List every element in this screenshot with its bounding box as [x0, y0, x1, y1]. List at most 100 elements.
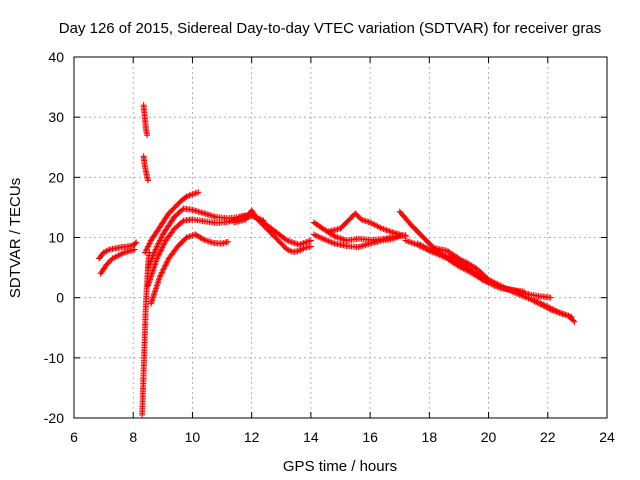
series-spike-mid — [140, 153, 152, 184]
data-point — [186, 233, 193, 240]
series-late-flat — [432, 245, 554, 301]
data-point — [204, 237, 211, 244]
data-point — [334, 234, 341, 241]
x-tick-label: 16 — [362, 429, 378, 445]
data-point — [330, 239, 337, 246]
data-point — [285, 238, 292, 245]
data-point — [158, 270, 165, 277]
data-point — [208, 239, 215, 246]
data-point — [310, 231, 317, 238]
data-point — [187, 191, 194, 198]
data-point — [362, 217, 369, 224]
chart-title: Day 126 of 2015, Sidereal Day-to-day VTE… — [59, 20, 601, 37]
data-point — [195, 189, 202, 196]
data-point — [154, 254, 161, 261]
data-point — [288, 239, 295, 246]
series-arc-upper — [142, 189, 202, 256]
data-point — [315, 233, 322, 240]
x-tick-label: 20 — [481, 429, 497, 445]
series-tail — [529, 297, 578, 325]
x-tick-label: 8 — [129, 429, 137, 445]
data-point — [300, 240, 307, 247]
data-point — [361, 217, 368, 224]
data-point — [163, 261, 170, 268]
data-point — [562, 311, 569, 318]
data-point — [407, 239, 414, 246]
y-tick-label: -10 — [44, 350, 64, 366]
data-point — [424, 245, 431, 252]
data-point — [160, 243, 167, 250]
y-axis-title: SDTVAR / TECUs — [7, 178, 24, 298]
series-decline-c — [414, 240, 575, 320]
data-point — [287, 238, 294, 245]
x-axis-title: GPS time / hours — [283, 458, 397, 475]
data-point — [158, 245, 165, 252]
data-point — [556, 309, 563, 316]
data-point — [377, 224, 384, 231]
data-point — [224, 238, 231, 245]
data-points — [96, 102, 578, 418]
data-point — [164, 258, 171, 265]
x-tick-label: 12 — [244, 429, 260, 445]
data-point — [284, 246, 291, 253]
data-point — [205, 238, 212, 245]
series-afternoon-hump — [325, 210, 409, 240]
y-tick-label: 20 — [48, 169, 64, 185]
data-point — [550, 307, 557, 314]
x-tick-label: 24 — [599, 429, 615, 445]
x-tick-label: 18 — [422, 429, 438, 445]
data-point — [299, 240, 306, 247]
data-point — [337, 235, 344, 242]
data-point — [185, 192, 192, 199]
data-point — [303, 239, 310, 246]
data-point — [187, 232, 194, 239]
data-point — [555, 309, 562, 316]
data-point — [312, 232, 319, 239]
series-arc-early-b — [97, 246, 138, 277]
data-point — [340, 236, 347, 243]
data-point — [201, 236, 208, 243]
data-point — [291, 240, 298, 247]
data-point — [404, 238, 411, 245]
data-point — [159, 268, 166, 275]
y-tick-label: 0 — [56, 290, 64, 306]
data-point — [402, 237, 409, 244]
data-point — [328, 239, 335, 246]
data-point — [160, 241, 167, 248]
y-tick-label: 10 — [48, 230, 64, 246]
data-point — [389, 229, 396, 236]
data-point — [553, 308, 560, 315]
data-point — [157, 272, 164, 279]
data-point — [358, 216, 365, 223]
data-point — [304, 238, 311, 245]
data-point — [132, 240, 139, 247]
data-point — [408, 239, 415, 246]
data-point — [365, 218, 372, 225]
data-point — [547, 294, 554, 301]
axis-ticks: 6 8 10 12 14 16 18 20 22 24 -20 -10 0 10 20 30 40 — [44, 49, 615, 445]
data-point — [185, 233, 192, 240]
data-point — [307, 237, 314, 244]
data-point — [161, 240, 168, 247]
data-point — [383, 227, 390, 234]
data-point — [378, 225, 385, 232]
data-point — [183, 234, 190, 241]
series-spike-high — [140, 102, 151, 139]
data-point — [301, 239, 308, 246]
data-point — [306, 238, 313, 245]
data-point — [155, 251, 162, 258]
data-point — [570, 317, 577, 324]
data-point — [336, 234, 343, 241]
data-point — [162, 262, 169, 269]
data-point — [338, 235, 345, 242]
y-tick-label: 40 — [48, 49, 64, 65]
x-tick-label: 6 — [70, 429, 78, 445]
data-point — [179, 206, 186, 213]
data-point — [319, 235, 326, 242]
series-dropout — [139, 249, 153, 418]
data-point — [531, 298, 538, 305]
series-arc-low — [147, 231, 231, 307]
y-tick-label: 30 — [48, 109, 64, 125]
data-point — [318, 235, 325, 242]
